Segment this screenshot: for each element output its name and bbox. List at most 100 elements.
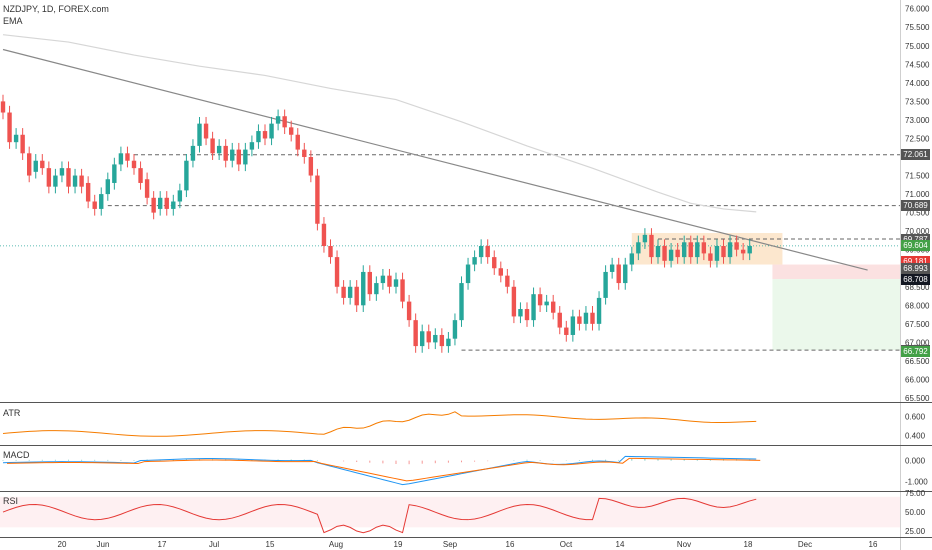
candle-body <box>505 275 510 287</box>
rsi-tick: 50.00 <box>905 508 926 517</box>
candle-body <box>302 149 307 158</box>
candle-body <box>577 316 582 324</box>
symbol-title: NZDJPY, 1D, FOREX.com <box>3 4 109 14</box>
candle-body <box>125 153 130 161</box>
candle-body <box>682 242 687 258</box>
y-tick-label: 67.500 <box>905 320 930 329</box>
candle-body <box>27 153 32 176</box>
zone-entry <box>631 233 783 265</box>
candle-body <box>164 197 169 209</box>
candle-body <box>341 286 346 298</box>
candle-body <box>99 194 104 209</box>
candle-body <box>158 197 163 209</box>
candle-body <box>465 264 471 284</box>
trendline <box>2 48 868 271</box>
price-tag: 69.604 <box>901 240 930 252</box>
y-tick-label: 66.500 <box>905 357 930 366</box>
candle-body <box>374 283 379 295</box>
candle-body <box>138 168 143 183</box>
y-tick-label: 71.000 <box>905 190 930 199</box>
candle-body <box>105 179 110 195</box>
candle-body <box>321 223 327 246</box>
x-tick-label: Dec <box>798 540 812 549</box>
y-tick-label: 74.500 <box>905 60 930 69</box>
y-tick-label: 68.000 <box>905 301 930 310</box>
candle-body <box>387 275 392 287</box>
ema-line <box>2 34 757 213</box>
candle-body <box>485 245 490 258</box>
x-tick-label: 16 <box>869 540 878 549</box>
candle-body <box>714 245 720 261</box>
price-tag: 69.787 <box>901 233 930 245</box>
atr-tick: 0.600 <box>905 412 926 421</box>
candle-body <box>262 131 268 139</box>
candle-body <box>662 245 667 261</box>
candle-body <box>675 249 680 258</box>
candle-body <box>590 312 595 324</box>
candle-body <box>655 245 661 258</box>
candle-body <box>269 123 274 139</box>
candle-body <box>79 175 84 187</box>
candle-body <box>210 138 215 154</box>
candle-body <box>472 257 477 265</box>
indicator-panes[interactable] <box>0 411 900 534</box>
y-tick-label: 73.500 <box>905 97 930 106</box>
y-tick-label: 72.500 <box>905 134 930 143</box>
candle-body <box>72 175 78 187</box>
candle-body <box>492 257 497 269</box>
candle-body <box>609 264 615 272</box>
candle-body <box>708 253 713 261</box>
candle-body <box>531 294 536 321</box>
candle-body <box>518 309 523 317</box>
candle-body <box>537 294 543 306</box>
y-tick-label: 68.500 <box>905 283 930 292</box>
rsi-tick: 25.00 <box>905 527 926 536</box>
candle-body <box>13 134 19 143</box>
x-tick-label: Aug <box>329 540 343 549</box>
rsi-label: RSI <box>3 496 19 506</box>
candle-body <box>649 234 654 258</box>
candle-body <box>256 131 261 143</box>
candle-body <box>171 201 176 209</box>
candle-body <box>7 112 12 143</box>
candle-body <box>236 149 241 165</box>
candle-body <box>727 242 733 258</box>
price-tag: 70.689 <box>901 200 930 212</box>
x-tick-label: Jul <box>209 540 219 549</box>
y-tick-label: 74.000 <box>905 79 930 88</box>
candle-body <box>367 271 372 295</box>
atr-tick: 0.400 <box>905 431 926 440</box>
candle-body <box>406 301 412 321</box>
price-tag: 69.181 <box>901 256 930 268</box>
candle-body <box>426 331 431 343</box>
candle-body <box>190 145 196 161</box>
candle-body <box>203 123 209 139</box>
candle-body <box>66 168 71 187</box>
candle-body <box>249 142 255 150</box>
x-tick-label: Sep <box>443 540 458 549</box>
candle-body <box>131 160 137 169</box>
candle-body <box>354 286 359 306</box>
atr-line <box>2 411 757 437</box>
candle-body <box>184 160 189 191</box>
candle-body <box>616 264 621 284</box>
candle-body <box>747 245 752 254</box>
candle-body <box>46 168 52 187</box>
candle-body <box>20 134 25 154</box>
candle-body <box>452 320 458 339</box>
candle-body <box>315 175 320 224</box>
candle-body <box>420 331 425 347</box>
candle-body <box>413 320 418 347</box>
price-tag: 68.708 <box>901 273 930 285</box>
y-tick-label: 66.000 <box>905 375 930 384</box>
candle-body <box>223 145 228 161</box>
price-tag: 68.993 <box>901 262 930 274</box>
y-tick-label: 65.500 <box>905 394 930 403</box>
candle-body <box>721 245 726 258</box>
candle-body <box>544 301 549 306</box>
zone-stop <box>772 264 900 280</box>
macd-tick: 0.000 <box>905 457 926 466</box>
price-pane[interactable] <box>0 34 900 353</box>
